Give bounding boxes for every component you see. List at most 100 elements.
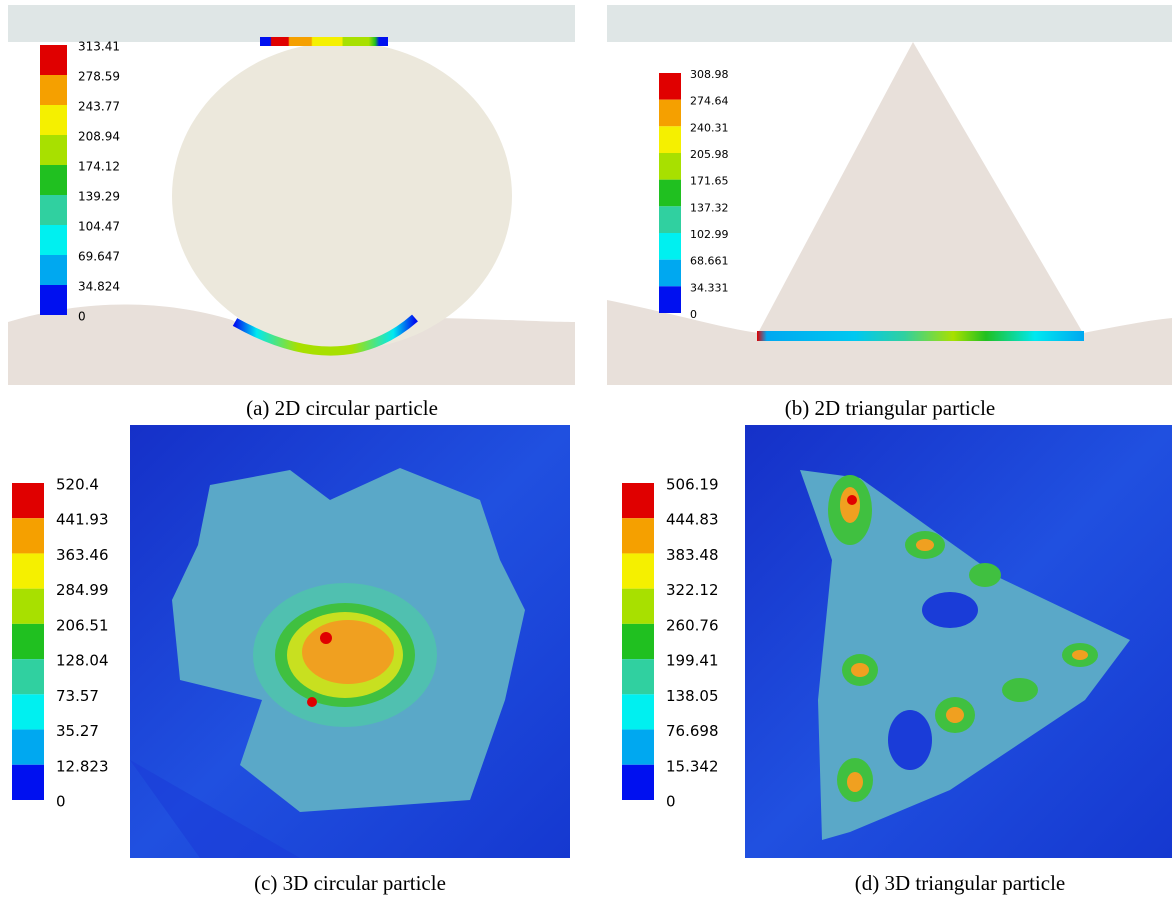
legend-label: 444.83 — [666, 511, 719, 529]
legend-label: 274.64 — [690, 95, 729, 108]
legend-label: 12.823 — [56, 757, 109, 775]
legend-label: 506.19 — [666, 476, 719, 494]
legend-label: 139.29 — [78, 190, 120, 204]
panel-d-drawing — [745, 425, 1172, 858]
top-plate — [8, 5, 575, 42]
legend-label: 171.65 — [690, 175, 729, 188]
contact-stress — [260, 37, 388, 46]
legend-label: 69.647 — [78, 250, 120, 264]
legend-label: 520.4 — [56, 476, 99, 494]
caption: (a) 2D circular particle — [246, 396, 438, 420]
legend-swatch — [40, 255, 67, 285]
legend-swatch — [622, 764, 654, 800]
legend-swatch — [40, 225, 67, 255]
legend-swatch — [659, 99, 681, 127]
legend-label: 199.41 — [666, 652, 719, 670]
legend-swatch — [622, 483, 654, 519]
legend-label: 240.31 — [690, 121, 729, 134]
legend-swatch — [659, 179, 681, 207]
gap — [888, 710, 932, 770]
legend-swatch — [40, 105, 67, 135]
legend-label: 0 — [666, 793, 676, 811]
legend-label: 102.99 — [690, 228, 729, 241]
legend-swatch — [12, 483, 44, 519]
legend-label: 206.51 — [56, 616, 109, 634]
legend-label: 284.99 — [56, 581, 109, 599]
legend-label: 15.342 — [666, 757, 719, 775]
legend-label: 34.331 — [690, 281, 729, 294]
legend-swatch — [12, 518, 44, 554]
legend-label: 34.824 — [78, 280, 120, 294]
legend-swatch — [40, 135, 67, 165]
legend-swatch — [659, 233, 681, 260]
contact-zone — [800, 470, 1130, 840]
legend-label: 0 — [78, 310, 86, 324]
legend-swatch — [622, 588, 654, 624]
legend-swatch — [12, 694, 44, 730]
legend-swatch — [12, 553, 44, 589]
panel-c-drawing — [130, 425, 570, 858]
legend-swatch — [622, 623, 654, 660]
legend-label: 260.76 — [666, 616, 719, 634]
caption: (b) 2D triangular particle — [785, 396, 996, 420]
gap — [922, 592, 978, 628]
legend-swatch — [40, 285, 67, 315]
ground — [607, 300, 1172, 385]
legend-swatch — [12, 659, 44, 695]
legend-label: 208.94 — [78, 130, 120, 144]
legend-label: 308.98 — [690, 68, 729, 81]
legend-label: 0 — [690, 308, 697, 321]
legend-swatch — [659, 259, 681, 287]
legend-label: 278.59 — [78, 70, 120, 84]
legend-label: 0 — [56, 793, 66, 811]
legend-swatch — [622, 729, 654, 765]
contour — [302, 620, 394, 684]
legend-label: 68.661 — [690, 255, 729, 268]
contact-stress — [232, 314, 418, 356]
legend-label: 322.12 — [666, 581, 719, 599]
legend-swatch — [622, 659, 654, 695]
legend-swatch — [12, 623, 44, 660]
particle — [172, 42, 512, 350]
legend-swatch — [40, 165, 67, 195]
legend-label: 73.57 — [56, 687, 99, 705]
caption: (c) 3D circular particle — [254, 871, 446, 895]
hot-spot — [847, 495, 857, 505]
legend-label: 138.05 — [666, 687, 719, 705]
legend-swatch — [12, 729, 44, 765]
legend-swatch — [659, 286, 681, 313]
legend-swatch — [659, 153, 681, 180]
legend-label: 137.32 — [690, 201, 729, 214]
legend-label: 76.698 — [666, 722, 719, 740]
legend-swatch — [40, 195, 67, 225]
legend-swatch — [622, 694, 654, 730]
legend-label: 441.93 — [56, 511, 109, 529]
legend-label: 205.98 — [690, 148, 729, 161]
legend-swatch — [12, 588, 44, 624]
shading — [130, 760, 300, 858]
legend-label: 104.47 — [78, 220, 120, 234]
hot-spot — [320, 632, 332, 644]
legend-swatch — [659, 126, 681, 153]
legend-swatch — [40, 75, 67, 105]
legend-swatch — [40, 45, 67, 75]
legend-label: 35.27 — [56, 722, 99, 740]
legend-swatch — [12, 764, 44, 800]
caption: (d) 3D triangular particle — [855, 871, 1066, 895]
legend-label: 243.77 — [78, 100, 120, 114]
contact-stress — [757, 331, 1084, 341]
hot-spot — [307, 697, 317, 707]
legend-label: 313.41 — [78, 40, 120, 54]
legend-label: 383.48 — [666, 546, 719, 564]
legend-swatch — [622, 518, 654, 554]
legend-swatch — [622, 553, 654, 589]
legend-label: 128.04 — [56, 652, 109, 670]
legend-swatch — [659, 73, 681, 100]
legend-label: 174.12 — [78, 160, 120, 174]
top-plate — [607, 5, 1172, 42]
panel-b-drawing — [607, 5, 1172, 385]
panel-a-drawing — [8, 5, 575, 385]
legend-label: 363.46 — [56, 546, 109, 564]
